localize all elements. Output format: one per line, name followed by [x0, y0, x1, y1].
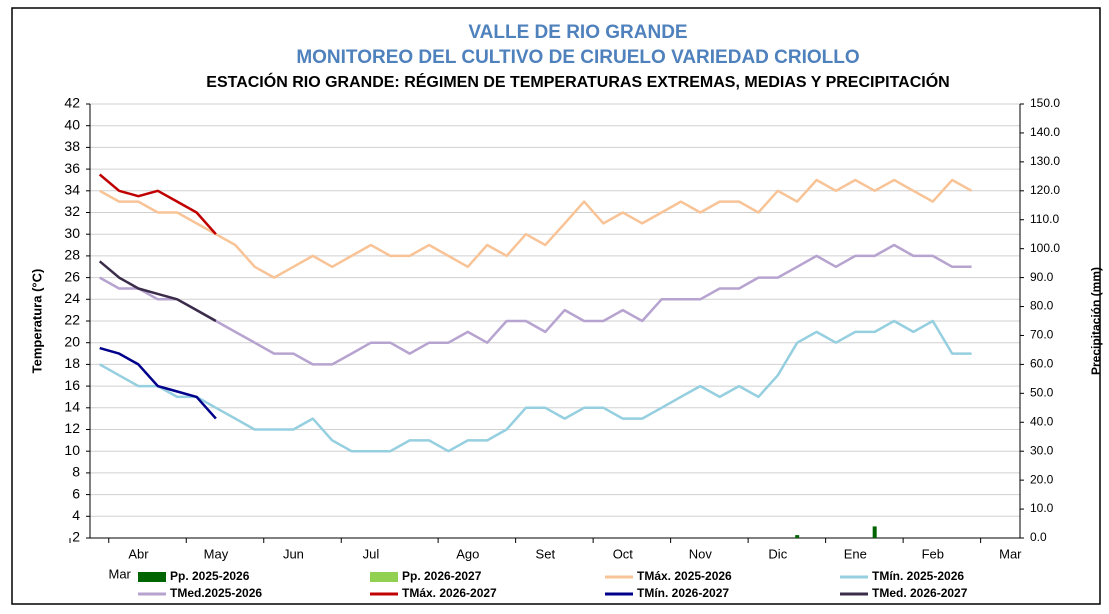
legend-label: TMed.2025-2026: [170, 586, 262, 600]
x-tick-label: Mar: [999, 546, 1022, 561]
x-tick-label: Dic: [768, 546, 787, 561]
y-tick-label: 24: [64, 290, 80, 306]
legend-label: TMín. 2025-2026: [872, 569, 964, 583]
y-tick-label: 4: [72, 507, 80, 523]
chart-heading: ESTACIÓN RIO GRANDE: RÉGIMEN DE TEMPERAT…: [206, 72, 949, 91]
y2-tick-label: 80.0: [1030, 299, 1054, 313]
y-tick-label: 28: [64, 247, 80, 263]
y-tick-label: 42: [64, 95, 80, 111]
y-tick-label: 30: [64, 225, 80, 241]
x-tick-label: Jul: [363, 546, 380, 561]
x-tick-label: Feb: [922, 546, 944, 561]
y-tick-label: 6: [72, 485, 80, 501]
y-tick-label: 18: [64, 355, 80, 371]
y-tick-label: 34: [64, 182, 80, 198]
temperature-line: [99, 178, 973, 279]
temperature-line: [99, 319, 972, 453]
y-tick-label: 36: [64, 160, 80, 176]
legend-swatch: [138, 572, 166, 582]
legend-swatch: [370, 572, 398, 582]
y-tick-label: 26: [64, 268, 80, 284]
x-tick-label: May: [204, 546, 229, 561]
y2-tick-label: 120.0: [1030, 183, 1060, 197]
y-tick-label: 10: [64, 442, 80, 458]
legend-label: TMáx. 2026-2027: [402, 586, 497, 600]
temperature-line: [99, 346, 217, 420]
y-tick-label: 14: [64, 399, 80, 415]
y2-tick-label: 130.0: [1030, 154, 1060, 168]
precip-bar: [872, 526, 877, 538]
x-tick-label: Mar: [108, 566, 131, 581]
y2-tick-label: 20.0: [1030, 472, 1054, 486]
temperature-line: [99, 243, 972, 366]
legend-label: TMáx. 2025-2026: [637, 569, 732, 583]
y-tick-label: 40: [64, 116, 80, 132]
legend-label: TMed. 2026-2027: [872, 586, 968, 600]
y2-tick-label: 0.0: [1030, 530, 1047, 544]
y2-tick-label: 100.0: [1030, 241, 1060, 255]
temperature-line: [98, 260, 217, 323]
y-tick-label: 16: [64, 377, 80, 393]
x-tick-label: Oct: [613, 546, 634, 561]
y2-axis-title: Precipitación (mm): [1089, 267, 1103, 375]
y-tick-label: 2: [72, 529, 80, 545]
y-tick-label: 32: [64, 203, 80, 219]
legend-label: Pp. 2025-2026: [170, 569, 250, 583]
y-tick-label: 12: [64, 420, 80, 436]
temperature-line: [98, 173, 217, 236]
x-tick-label: Ene: [844, 546, 867, 561]
y2-tick-label: 70.0: [1030, 328, 1054, 342]
y2-tick-label: 10.0: [1030, 501, 1054, 515]
y2-tick-label: 60.0: [1030, 357, 1054, 371]
y2-tick-label: 140.0: [1030, 125, 1060, 139]
y2-tick-label: 30.0: [1030, 443, 1054, 457]
precip-bar: [795, 535, 800, 538]
chart-subtitle: MONITOREO DEL CULTIVO DE CIRUELO VARIEDA…: [296, 47, 859, 68]
y-tick-label: 22: [64, 312, 80, 328]
y2-tick-label: 150.0: [1030, 96, 1060, 110]
x-tick-label: Abr: [128, 546, 149, 561]
y2-tick-label: 110.0: [1030, 212, 1059, 226]
y2-tick-label: 90.0: [1030, 270, 1054, 284]
x-tick-label: Jun: [283, 546, 304, 561]
legend-label: Pp. 2026-2027: [402, 569, 482, 583]
legend-label: TMín. 2026-2027: [637, 586, 729, 600]
x-tick-label: Set: [536, 546, 556, 561]
y-tick-label: 8: [72, 464, 80, 480]
chart-title: VALLE DE RIO GRANDE: [468, 22, 687, 43]
y-tick-label: 38: [64, 138, 80, 154]
y2-tick-label: 50.0: [1030, 386, 1054, 400]
y2-tick-label: 40.0: [1030, 414, 1054, 428]
y-axis-title: Temperatura (°C): [29, 269, 44, 374]
x-tick-label: Nov: [689, 546, 713, 561]
x-tick-label: Ago: [456, 546, 479, 561]
chart-frame: [11, 7, 1101, 605]
y-tick-label: 20: [64, 333, 80, 349]
